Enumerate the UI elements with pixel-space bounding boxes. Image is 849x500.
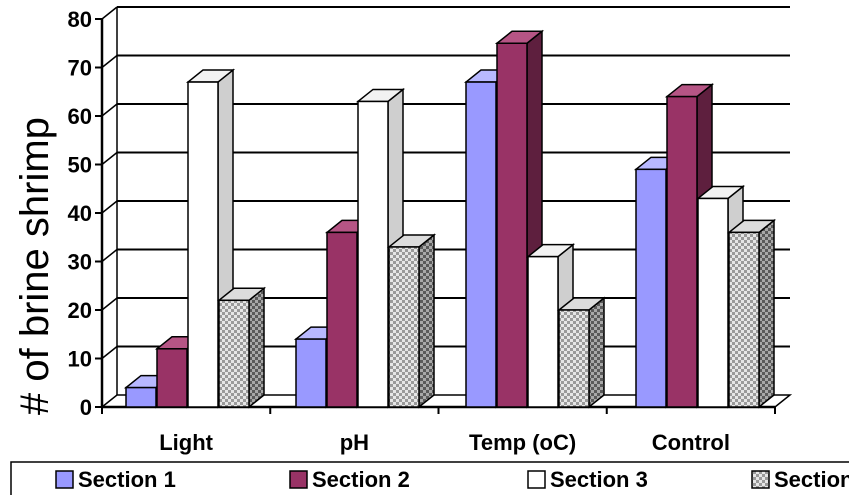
gridline-side	[101, 345, 118, 360]
y-tick-label: 40	[68, 201, 92, 226]
y-tick-label: 70	[68, 56, 92, 81]
y-tick-label: 60	[68, 104, 92, 129]
gridline-side	[101, 151, 118, 166]
legend-swatch	[527, 470, 546, 489]
legend-label: Section 2	[312, 467, 410, 492]
bar-front	[218, 299, 250, 408]
bar-front	[728, 231, 760, 408]
y-tick-label: 0	[80, 395, 92, 420]
axis-labels: 0 10 20 30 40 50 60 70 80 Light pH Temp (oC) Control…	[13, 7, 730, 455]
legend-label: Section 3	[550, 467, 648, 492]
legend-label: Section 1	[78, 467, 176, 492]
bars	[123, 29, 777, 409]
legend-swatch	[751, 470, 770, 489]
gridline-side	[101, 103, 118, 117]
bar-side	[758, 218, 775, 409]
y-tick-label: 20	[68, 298, 92, 323]
y-tick-label: 10	[68, 347, 92, 372]
bar	[216, 286, 267, 409]
bar-front	[156, 348, 188, 408]
bar-side	[418, 233, 435, 409]
bar-side	[248, 286, 265, 409]
bar	[386, 233, 437, 409]
bar-front	[496, 42, 528, 408]
legend: Section 1 Section 2 Section 3 Section 4	[10, 461, 849, 500]
bar-front	[326, 231, 358, 408]
bar	[726, 218, 777, 409]
x-tick-label: pH	[340, 430, 369, 455]
x-tick-label: Control	[652, 430, 730, 455]
y-tick-label: 30	[68, 250, 92, 275]
legend-label: Section 4	[774, 467, 849, 492]
bar-front	[666, 95, 698, 408]
gridline-side	[101, 200, 118, 214]
bar-front	[465, 81, 497, 408]
bar-front	[558, 309, 590, 408]
legend-box	[10, 461, 849, 500]
gridline-side	[101, 6, 118, 20]
bar-front	[635, 168, 667, 408]
y-tick-label: 80	[68, 7, 92, 32]
bar-side	[588, 296, 605, 409]
y-tick-label: 50	[68, 153, 92, 178]
gridline-side	[101, 248, 118, 263]
legend-swatch	[55, 470, 74, 489]
bar-front	[357, 100, 389, 408]
gridline-side	[101, 297, 118, 311]
x-tick-label: Temp (oC)	[469, 430, 576, 455]
bar-front	[187, 81, 219, 408]
y-axis-title: # of brine shrimp	[13, 117, 57, 415]
bar-front	[295, 338, 327, 408]
legend-swatch	[289, 470, 308, 489]
bar	[556, 296, 607, 409]
bar-front	[125, 386, 157, 408]
bar-front	[527, 255, 559, 408]
bar-front	[388, 246, 420, 408]
bar-front	[697, 197, 729, 408]
x-tick-label: Light	[159, 430, 213, 455]
gridline-side	[101, 54, 118, 69]
